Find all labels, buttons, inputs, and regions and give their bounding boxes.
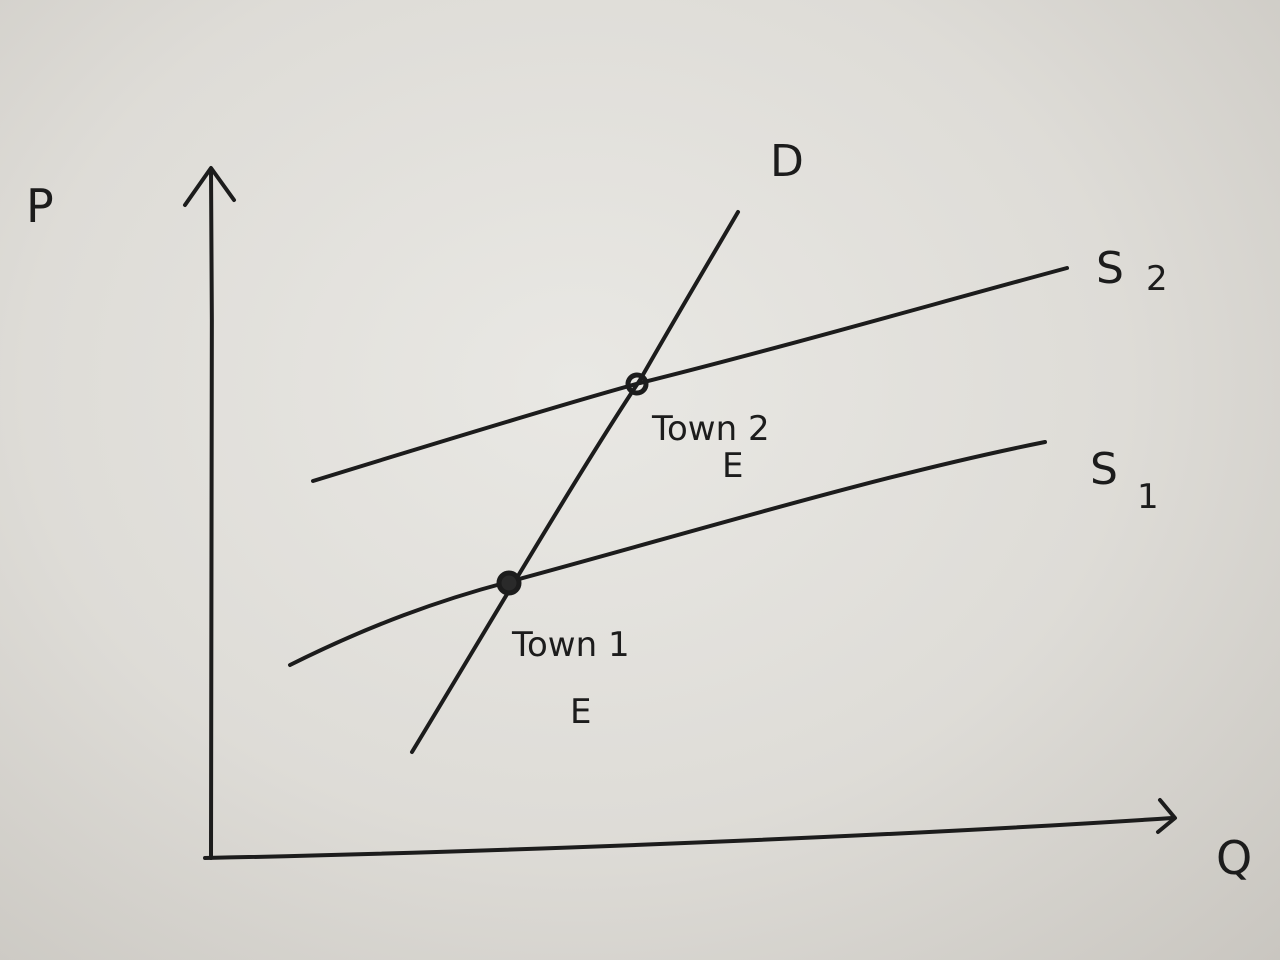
supply-2-curve-group: S 2 xyxy=(311,243,1168,483)
axes: P Q xyxy=(26,166,1252,885)
x-axis-label: Q xyxy=(1216,831,1252,885)
demand-curve-label: D xyxy=(770,136,804,187)
equilibrium-town-1: Town 1 E xyxy=(496,570,630,732)
equilibrium-town-1-marker: E xyxy=(570,692,591,732)
y-axis xyxy=(209,168,215,860)
equilibrium-town-2: Town 2 E xyxy=(625,372,770,486)
supply-1-subscript: 1 xyxy=(1137,477,1159,517)
supply-1-curve xyxy=(288,440,1047,667)
y-axis-arrowhead xyxy=(183,166,236,207)
supply-1-label: S xyxy=(1090,444,1118,495)
supply-1-curve-group: S 1 xyxy=(288,440,1159,667)
equilibrium-town-2-point xyxy=(625,372,649,396)
supply-2-subscript: 2 xyxy=(1146,259,1168,299)
equilibrium-town-1-point xyxy=(496,570,522,596)
equilibrium-town-2-name: Town 2 xyxy=(651,409,770,449)
x-axis-arrowhead xyxy=(1156,798,1177,834)
equilibrium-town-2-marker: E xyxy=(722,446,743,486)
supply-2-curve xyxy=(311,266,1069,483)
supply-2-label: S xyxy=(1096,243,1124,294)
y-axis-label: P xyxy=(26,179,54,233)
equilibrium-town-1-name: Town 1 xyxy=(511,625,630,665)
x-axis xyxy=(203,816,1174,860)
demand-curve-group: D xyxy=(410,136,804,754)
demand-curve xyxy=(410,210,740,754)
